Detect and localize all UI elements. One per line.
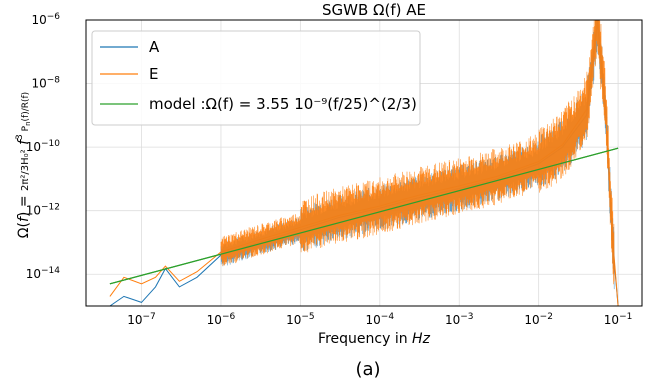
legend: A E model :Ω(f) = 3.55 10⁻⁹(f/25)^(2/3) [91, 30, 421, 126]
x-tick-label: 10−2 [524, 312, 553, 327]
legend-label-a: A [149, 38, 160, 56]
legend-label-e: E [149, 65, 158, 83]
series-band-e [220, 20, 615, 285]
svg-text:Ω(f) = 2π²/3H₀² f3 Pn(f)/R(f): Ω(f) = 2π²/3H₀² f3 Pn(f)/R(f) [15, 92, 32, 238]
y-axis-label: Ω(f) = 2π²/3H₀² f3 Pn(f)/R(f) [15, 92, 32, 238]
y-tick-labels: 10−14 10−12 10−10 10−8 10−6 [26, 12, 61, 281]
y-tick-label: 10−14 [26, 266, 61, 281]
y-tick-label: 10−12 [26, 203, 60, 218]
band-layer [109, 20, 619, 290]
x-axis-label: Frequency in Hz [318, 331, 431, 347]
legend-label-model: model :Ω(f) = 3.55 10⁻⁹(f/25)^(2/3) [149, 95, 417, 113]
x-tick-label: 10−4 [366, 312, 395, 327]
x-tick-labels: 10−7 10−6 10−5 10−4 10−3 10−2 10−1 [127, 312, 632, 327]
series-line-model-top [109, 147, 619, 285]
y-tick-label: 10−10 [26, 139, 61, 154]
x-tick-label: 10−6 [207, 312, 236, 327]
x-tick-label: 10−5 [286, 312, 315, 327]
x-tick-label: 10−1 [604, 312, 633, 327]
figure-caption: (a) [355, 359, 380, 380]
chart-title: SGWB Ω(f) AE [322, 1, 426, 19]
plot-frame [85, 19, 643, 307]
x-tick-label: 10−3 [445, 312, 474, 327]
legend-box [91, 30, 421, 126]
y-tick-label: 10−6 [31, 12, 60, 27]
x-tick-label: 10−7 [127, 312, 156, 327]
y-tick-label: 10−8 [31, 76, 60, 91]
